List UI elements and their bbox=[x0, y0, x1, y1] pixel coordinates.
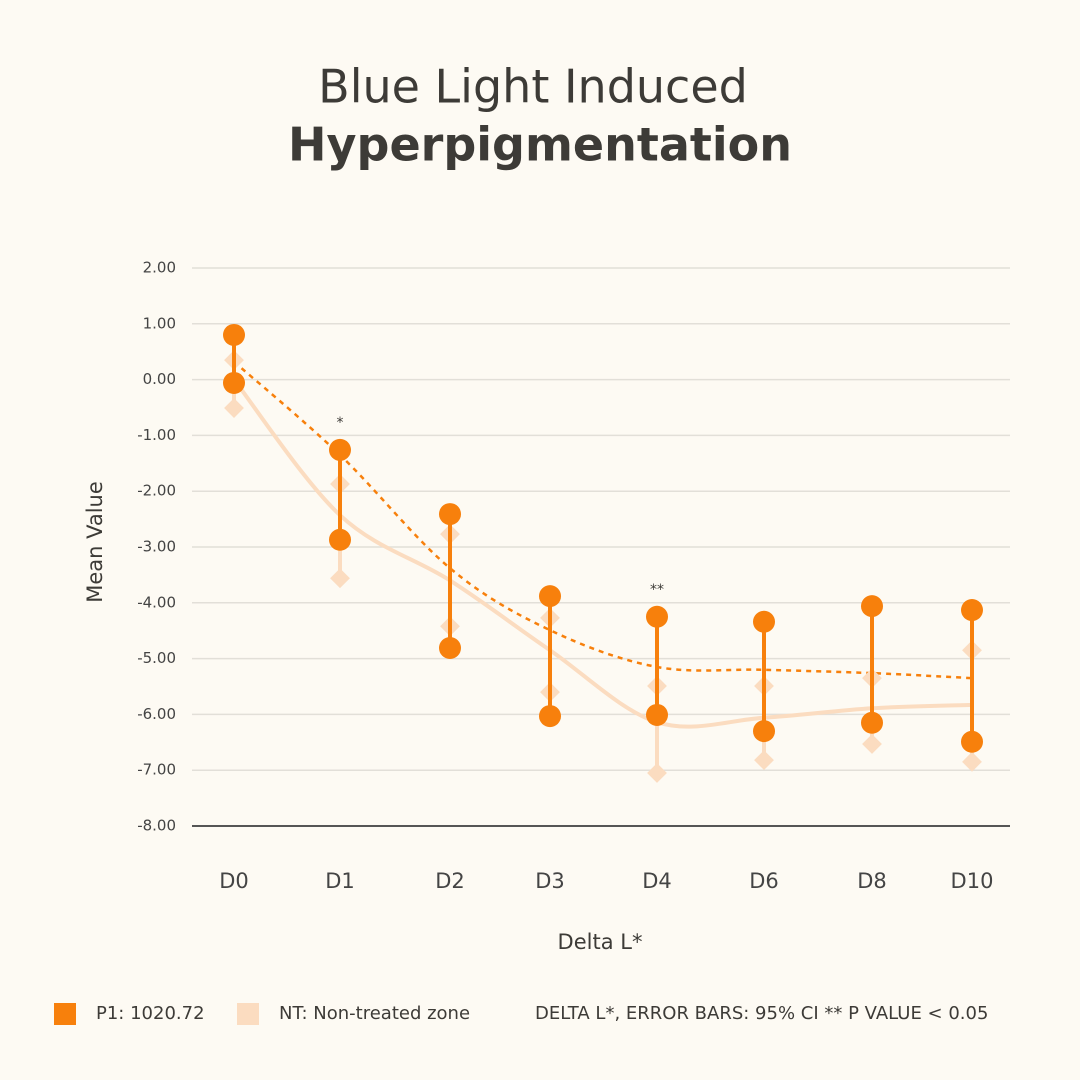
series-line bbox=[232, 378, 973, 729]
footnote: DELTA L*, ERROR BARS: 95% CI ** P VALUE … bbox=[535, 1003, 988, 1024]
legend-label: NT: Non-treated zone bbox=[279, 1003, 470, 1024]
error-bar-cap bbox=[646, 703, 668, 726]
y-tick-label: -3.00 bbox=[137, 538, 176, 556]
error-bar-cap bbox=[646, 605, 668, 628]
y-tick-label: -1.00 bbox=[137, 426, 176, 444]
y-tick-label: -7.00 bbox=[137, 761, 176, 779]
error-bar-cap bbox=[861, 711, 883, 734]
x-tick-label: D4 bbox=[642, 869, 672, 893]
chart-title: Blue Light Induced bbox=[318, 60, 748, 114]
y-tick-label: -8.00 bbox=[137, 817, 176, 835]
error-bar-cap bbox=[329, 438, 351, 461]
error-bar-cap bbox=[753, 720, 775, 743]
error-bar-cap bbox=[961, 730, 983, 753]
error-bar-cap bbox=[330, 568, 350, 589]
y-tick-label: 0.00 bbox=[143, 370, 176, 388]
error-bar-cap bbox=[539, 705, 561, 728]
error-bar-cap bbox=[439, 503, 461, 526]
error-bar-cap bbox=[754, 750, 774, 771]
legend-label: P1: 1020.72 bbox=[96, 1003, 205, 1024]
y-tick-label: -4.00 bbox=[137, 593, 176, 611]
y-tick-label: -5.00 bbox=[137, 649, 176, 667]
y-axis-label: Mean Value bbox=[83, 481, 107, 603]
error-bar-cap bbox=[862, 734, 882, 754]
x-tick-label: D3 bbox=[535, 869, 565, 893]
x-tick-label: D1 bbox=[325, 869, 355, 893]
error-bar-cap bbox=[439, 636, 461, 659]
error-bar-cap bbox=[329, 528, 351, 551]
legend-swatch bbox=[54, 1003, 76, 1025]
x-tick-label: D0 bbox=[219, 869, 249, 893]
significance-mark: * bbox=[337, 415, 344, 431]
y-tick-label: -6.00 bbox=[137, 705, 176, 723]
error-bar-cap bbox=[861, 595, 883, 618]
error-bar-cap bbox=[223, 323, 245, 346]
x-tick-label: D2 bbox=[435, 869, 465, 893]
error-bar-cap bbox=[753, 610, 775, 633]
x-tick-label: D10 bbox=[951, 869, 994, 893]
y-tick-label: 2.00 bbox=[143, 259, 176, 277]
error-bar-cap bbox=[961, 599, 983, 622]
x-tick-label: D8 bbox=[857, 869, 887, 893]
x-tick-label: D6 bbox=[749, 869, 779, 893]
chart-subtitle: Hyperpigmentation bbox=[288, 118, 792, 172]
y-tick-label: 1.00 bbox=[143, 314, 176, 332]
y-tick-label: -2.00 bbox=[137, 482, 176, 500]
error-bar-cap bbox=[224, 398, 244, 418]
x-axis-label: Delta L* bbox=[558, 930, 643, 954]
significance-mark: ** bbox=[650, 582, 664, 598]
error-bar-cap bbox=[539, 585, 561, 608]
error-bar-cap bbox=[647, 763, 667, 783]
legend-swatch bbox=[237, 1003, 259, 1025]
error-bar-cap bbox=[223, 371, 245, 394]
error-bar-cap bbox=[962, 751, 982, 772]
